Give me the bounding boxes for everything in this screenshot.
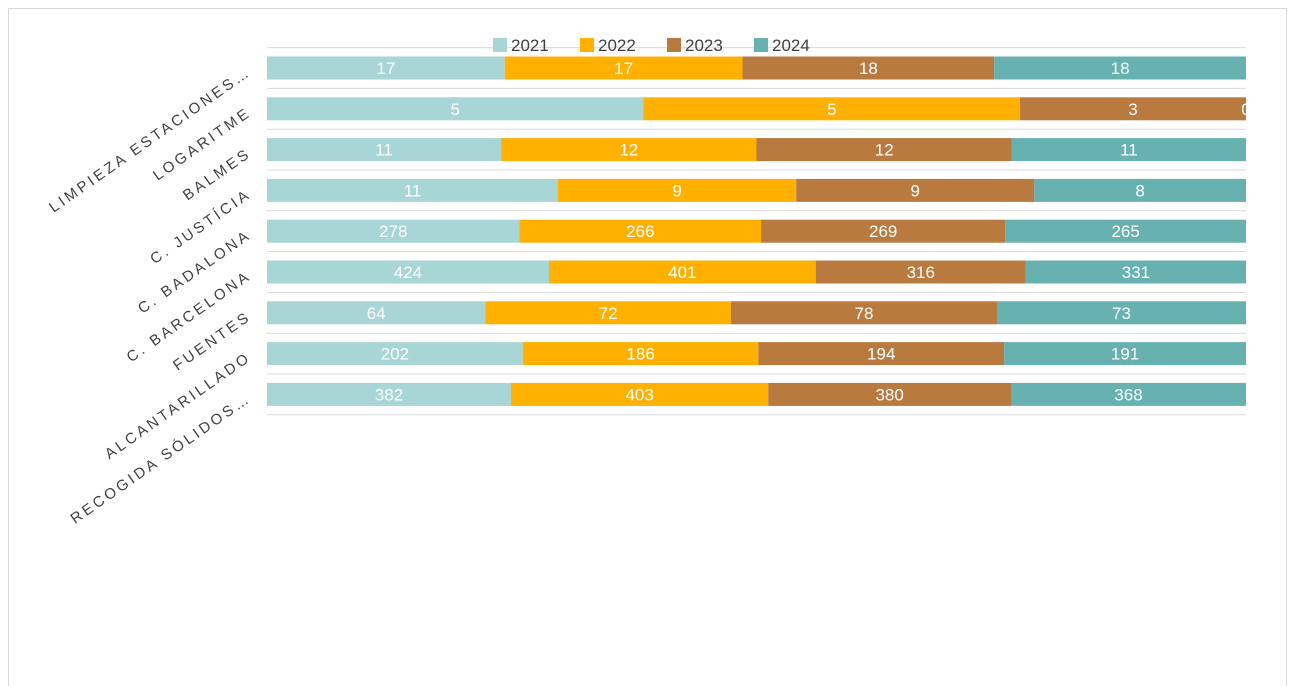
legend-label: 2021 [511, 36, 549, 55]
bar-segment-2021-8 [267, 382, 511, 406]
bar-segment-2024-8 [1010, 382, 1246, 406]
data-label-2024-7: 191 [1111, 345, 1139, 364]
bar-segment-2022-1 [643, 97, 1021, 121]
data-label-2024-8: 368 [1114, 385, 1142, 404]
data-label-2024-4: 265 [1111, 222, 1139, 241]
bar-segment-2021-5 [267, 260, 549, 284]
data-label-2023-0: 18 [859, 59, 878, 78]
data-label-2021-5: 424 [394, 263, 422, 282]
bar-segment-2023-6 [730, 301, 997, 325]
data-label-2024-0: 18 [1111, 59, 1130, 78]
data-label-2022-1: 5 [827, 100, 836, 119]
data-label-2022-2: 12 [619, 141, 638, 160]
bar-segment-2023-7 [758, 342, 1005, 366]
bar-segment-2021-1 [267, 97, 644, 121]
data-label-2023-8: 380 [875, 385, 903, 404]
bar-segment-2024-2 [1011, 138, 1246, 162]
category-label-1: LOGARITME [150, 104, 254, 184]
bar-segment-2023-8 [768, 382, 1011, 406]
data-label-2023-3: 9 [911, 181, 920, 200]
bar-segment-2022-7 [522, 342, 759, 366]
legend-swatch [580, 38, 594, 52]
bar-segment-2024-4 [1005, 219, 1246, 243]
bar-segment-2023-1 [1020, 97, 1246, 121]
legend-label: 2023 [685, 36, 723, 55]
bar-segment-2021-7 [267, 342, 523, 366]
legend-item-2023: 2023 [667, 36, 723, 55]
data-label-2021-7: 202 [381, 345, 409, 364]
legend-item-2024: 2024 [754, 36, 810, 55]
data-label-2021-1: 5 [451, 100, 460, 119]
data-label-2024-1: 0 [1241, 100, 1250, 119]
bar-segment-2023-0 [742, 56, 995, 80]
bar-segment-2024-6 [996, 301, 1246, 325]
bar-segment-2023-4 [761, 219, 1006, 243]
data-label-2023-6: 78 [854, 304, 873, 323]
data-label-2023-7: 194 [867, 345, 895, 364]
bar-segment-2022-3 [558, 178, 797, 202]
data-label-2021-8: 382 [375, 385, 403, 404]
legend: 2021 2022 2023 2024 [493, 36, 810, 55]
bar-segment-2024-3 [1034, 178, 1246, 202]
data-label-2021-6: 64 [367, 304, 386, 323]
data-labels: 17 17 18 18 5 5 3 0 11 12 12 11 11 9 9 8 278 266 269 265 424… [367, 59, 1251, 404]
bar-segment-2022-6 [485, 301, 731, 325]
data-label-2022-3: 9 [672, 181, 681, 200]
bar-segment-2021-2 [267, 138, 502, 162]
bar-segment-2023-3 [796, 178, 1035, 202]
legend-item-2022: 2022 [580, 36, 636, 55]
bar-segment-2022-5 [548, 260, 816, 284]
bar-segment-2023-5 [815, 260, 1026, 284]
data-label-2022-8: 403 [625, 385, 653, 404]
bar-segment-2022-4 [519, 219, 762, 243]
data-label-2022-0: 17 [614, 59, 633, 78]
legend-swatch [493, 38, 507, 52]
data-label-2022-5: 401 [668, 263, 696, 282]
data-label-2022-6: 72 [599, 304, 618, 323]
data-label-2024-5: 331 [1122, 263, 1150, 282]
data-label-2023-4: 269 [869, 222, 897, 241]
bars [267, 56, 1246, 406]
bar-segment-2023-2 [756, 138, 1012, 162]
bar-segment-2021-6 [267, 301, 486, 325]
data-label-2021-0: 17 [376, 59, 395, 78]
data-label-2024-3: 8 [1135, 181, 1144, 200]
bar-segment-2022-0 [504, 56, 743, 80]
bar-segment-2022-8 [510, 382, 769, 406]
data-label-2021-2: 11 [375, 141, 393, 160]
bar-segment-2021-4 [267, 219, 520, 243]
legend-label: 2024 [772, 36, 810, 55]
data-label-2023-1: 3 [1128, 100, 1137, 119]
data-label-2021-3: 11 [404, 181, 422, 200]
bar-segment-2021-0 [267, 56, 505, 80]
legend-swatch [754, 38, 768, 52]
data-label-2024-6: 73 [1112, 304, 1131, 323]
legend-item-2021: 2021 [493, 36, 549, 55]
data-label-2023-2: 12 [875, 141, 894, 160]
bar-segment-2024-5 [1025, 260, 1246, 284]
legend-label: 2022 [598, 36, 636, 55]
bar-segment-2024-7 [1004, 342, 1246, 366]
bar-segment-2022-2 [501, 138, 757, 162]
bar-segment-2021-3 [267, 178, 559, 202]
category-label-3: C. JUSTÍCIA [147, 186, 254, 268]
data-label-2021-4: 278 [379, 222, 407, 241]
data-label-2022-7: 186 [626, 345, 654, 364]
bar-segment-2024-0 [994, 56, 1246, 80]
data-label-2023-5: 316 [907, 263, 935, 282]
legend-swatch [667, 38, 681, 52]
data-label-2022-4: 266 [626, 222, 654, 241]
data-label-2024-2: 11 [1120, 141, 1138, 160]
